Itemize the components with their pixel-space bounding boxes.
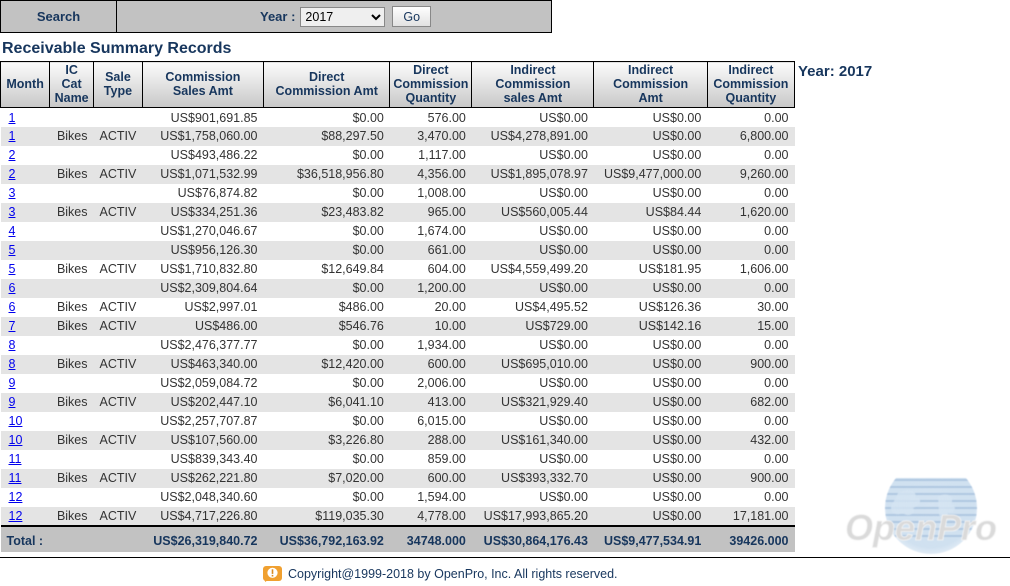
svg-text:OpenPro: OpenPro [845,507,997,548]
